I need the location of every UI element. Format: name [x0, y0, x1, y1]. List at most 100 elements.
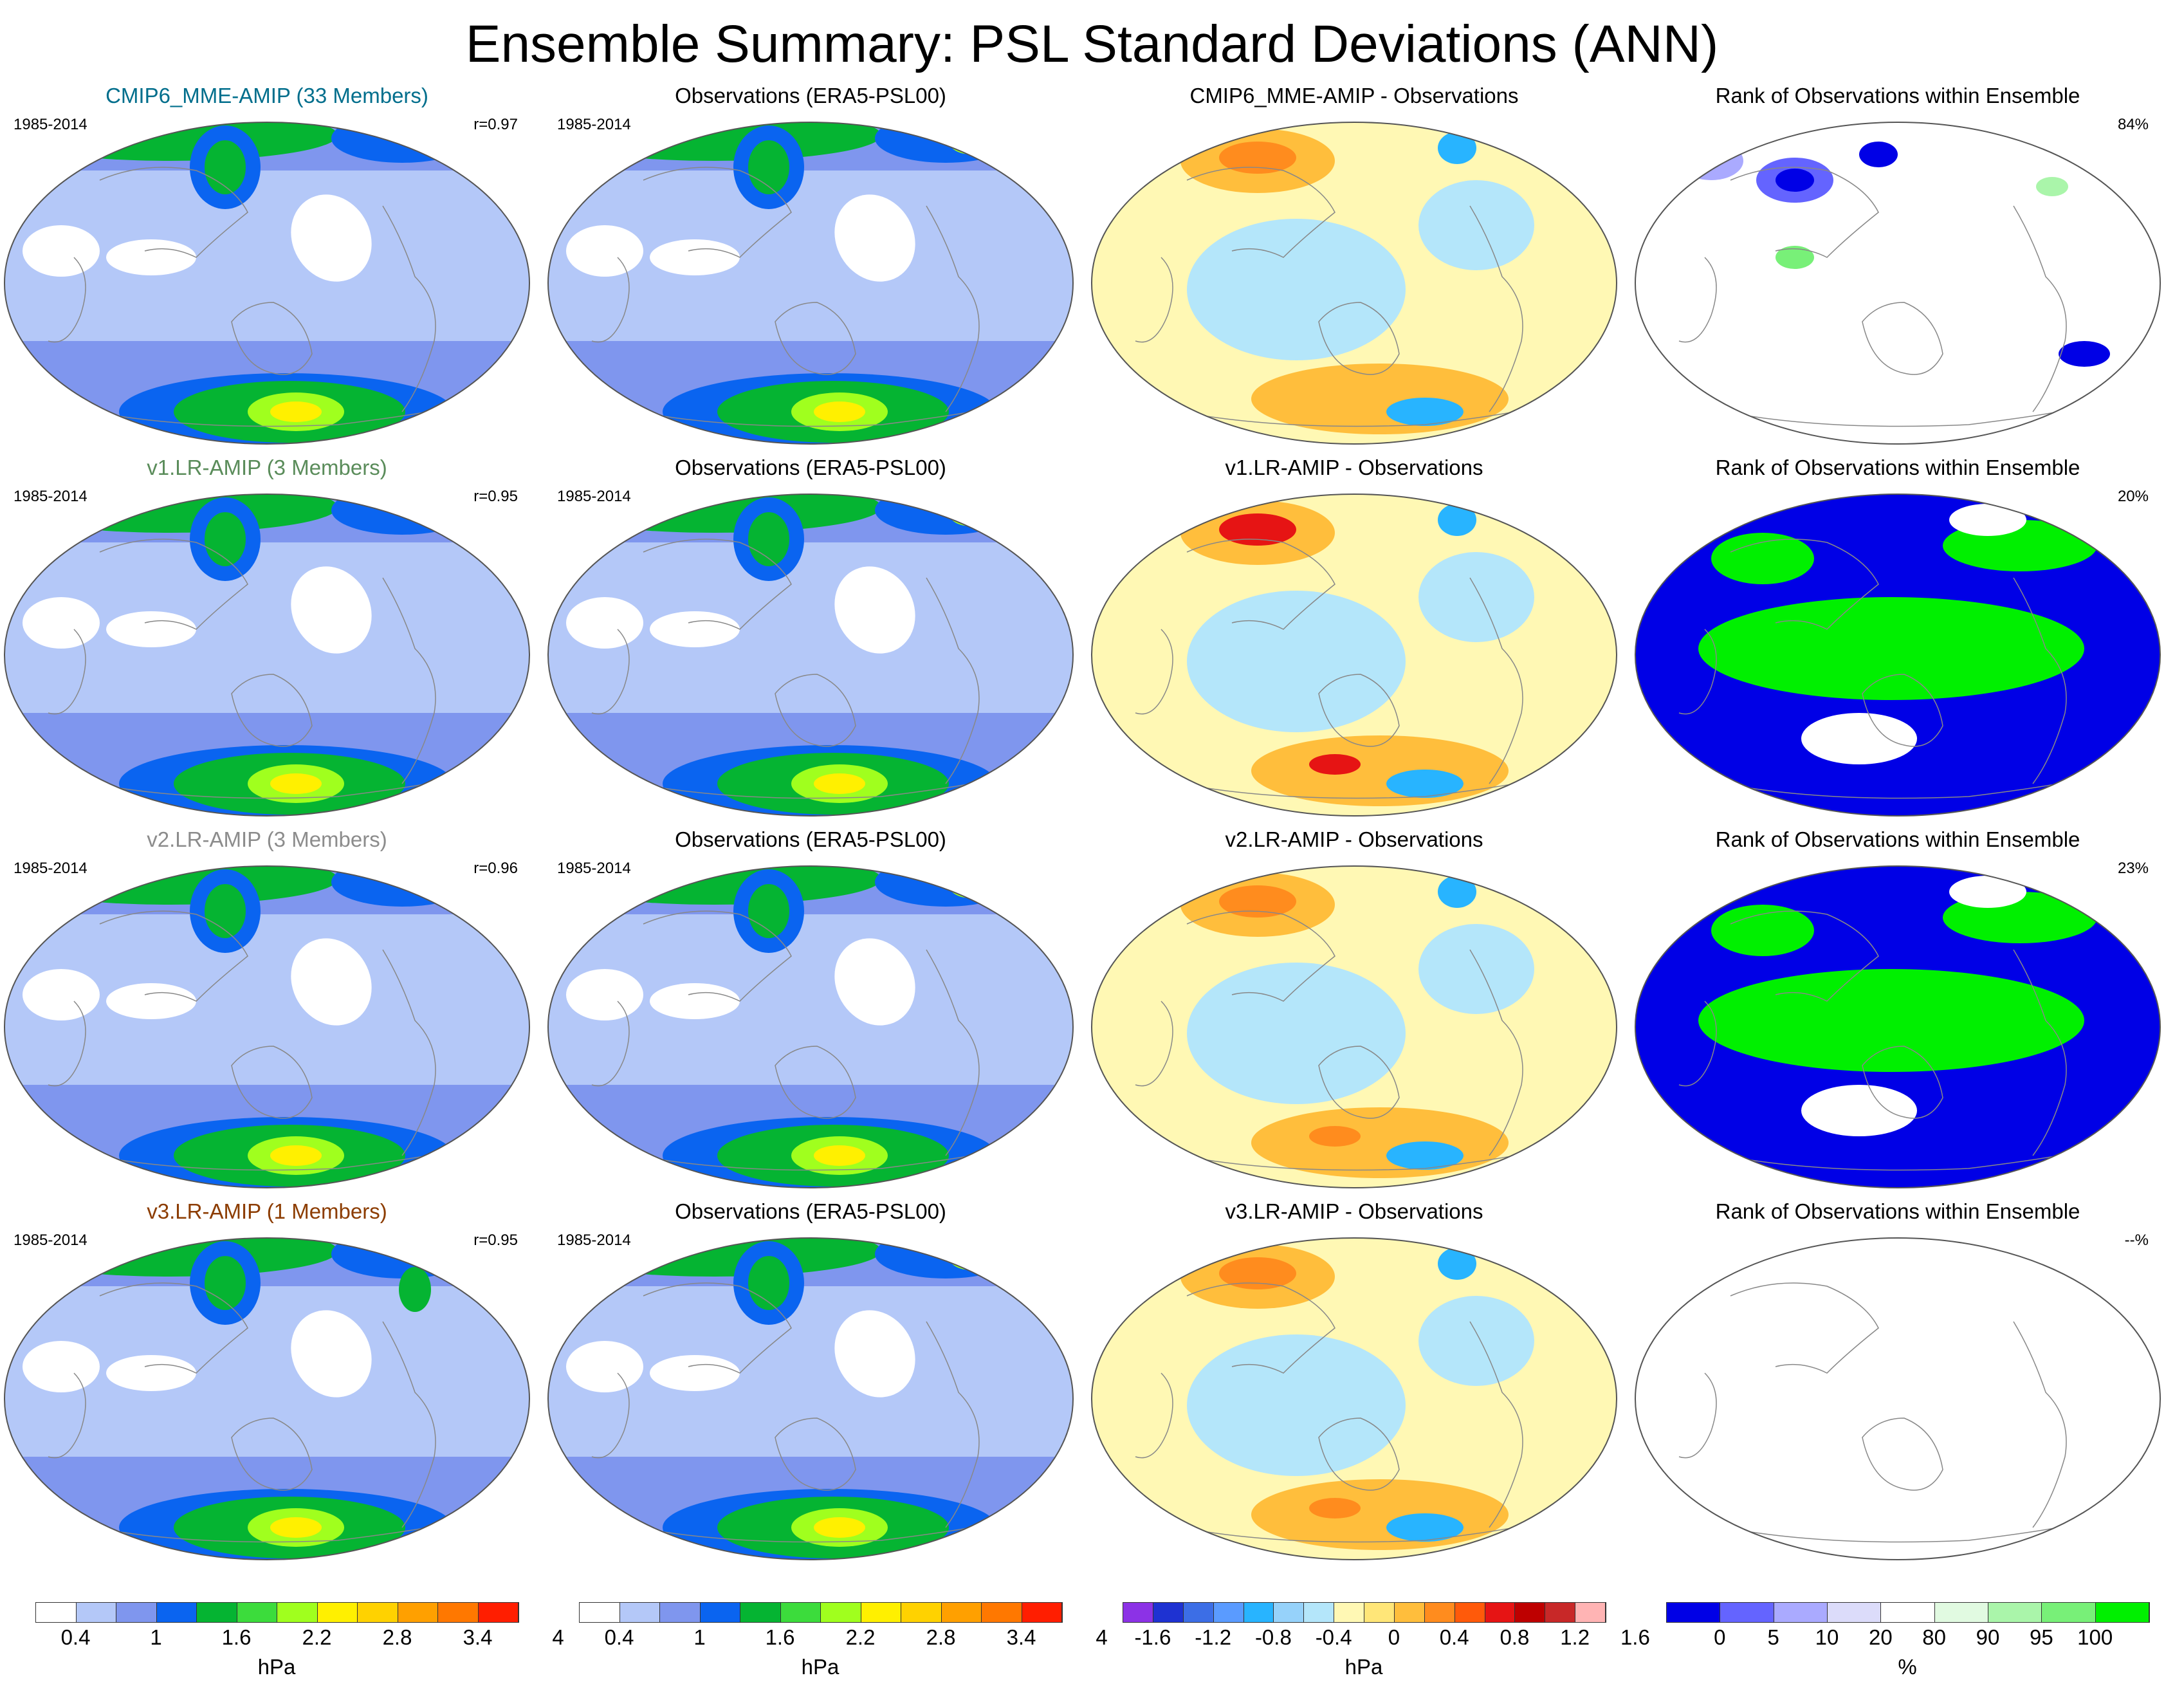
period-label: 1985-2014 — [557, 488, 631, 505]
diff-southern-peak — [1309, 1126, 1361, 1147]
diff-tropical-negative — [1187, 963, 1406, 1104]
tropical-minimum-west — [650, 611, 740, 647]
southern-ocean-peak — [270, 1145, 322, 1166]
map-outline — [1635, 1237, 2161, 1560]
rank-percent-label: 84% — [2117, 116, 2149, 133]
diff-southern-positive — [1251, 1479, 1509, 1550]
diff-north-peak — [1219, 1257, 1296, 1289]
panel-title: CMIP6_MME-AMIP (33 Members) — [106, 84, 428, 107]
colorbar-swatch — [237, 1603, 277, 1622]
colorbar-tick-label: 4 — [552, 1625, 564, 1649]
colorbar-swatch — [1774, 1603, 1828, 1622]
colorbar-tick-label: 2.2 — [845, 1625, 876, 1649]
rank-white-north — [1949, 876, 2026, 908]
rank-blue-patch-b — [1859, 142, 1898, 167]
africa-coastline — [48, 629, 86, 715]
colorbar-swatch — [941, 1603, 982, 1622]
north-pacific-band — [331, 1238, 473, 1278]
map-field — [5, 1238, 529, 1560]
colorbar-swatch — [1545, 1603, 1576, 1622]
map-field — [1635, 122, 2160, 444]
africa-coastline — [1135, 629, 1173, 715]
southern-ocean-peak — [270, 401, 322, 422]
africa-coastline — [1678, 629, 1717, 715]
colorbar-swatch — [740, 1603, 781, 1622]
americas-coastline — [382, 205, 436, 412]
map-projection — [547, 865, 1074, 1188]
panel-title: Observations (ERA5-PSL00) — [675, 84, 946, 107]
australia-coastline — [775, 1417, 856, 1491]
colorbar-tick-label: -0.4 — [1315, 1625, 1352, 1649]
tropical-minimum-west — [106, 611, 196, 647]
panel-r1-obs: Observations (ERA5-PSL00) 1985-2014 — [547, 84, 1074, 445]
africa-coastline — [591, 1001, 630, 1087]
colorbar-swatches — [1666, 1602, 2150, 1623]
diff-arctic-negative — [1438, 876, 1476, 908]
north-pacific-band — [875, 122, 1016, 163]
map-outline — [4, 865, 530, 1188]
colorbar-tick-label: 1.6 — [765, 1625, 795, 1649]
rank-percent-label: 23% — [2117, 860, 2149, 877]
tropical-minimum-americas — [834, 938, 915, 1026]
diff-southern-positive — [1251, 735, 1509, 806]
obs-pacific-peak — [949, 1244, 994, 1270]
colorbar-swatch — [1364, 1603, 1395, 1622]
asia-coastline — [99, 1282, 248, 1374]
colorbar-unit: hPa — [257, 1655, 296, 1679]
panel-r1-model: CMIP6_MME-AMIP (33 Members) 1985-2014 r=0.… — [3, 84, 531, 445]
colorbar-tick-label: 0.4 — [1439, 1625, 1469, 1649]
africa-coastline — [1678, 1372, 1717, 1459]
australia-coastline — [1862, 674, 1943, 747]
southern-ocean-peak — [814, 1517, 865, 1538]
colorbar-swatch — [1183, 1603, 1214, 1622]
colorbar-tick-label: -1.2 — [1195, 1625, 1232, 1649]
australia-coastline — [775, 674, 856, 747]
americas-coastline — [382, 577, 436, 784]
colorbar-swatch — [1667, 1603, 1721, 1622]
panel-title: CMIP6_MME-AMIP - Observations — [1189, 84, 1519, 107]
colorbar-tick-label: 5 — [1767, 1625, 1779, 1649]
colorbar-swatch — [1934, 1603, 1988, 1622]
colorbar-swatch — [1243, 1603, 1274, 1622]
tropical-minimum-west — [106, 1355, 196, 1391]
map-outline — [547, 122, 1074, 445]
map-field — [1635, 1238, 2160, 1560]
americas-coastline — [1469, 1321, 1523, 1528]
americas-coastline — [1469, 577, 1523, 784]
colorbar-swatch — [1274, 1603, 1305, 1622]
asia-coastline — [643, 1282, 792, 1374]
map-projection — [1091, 1237, 1617, 1560]
asia-coastline — [1730, 1282, 1879, 1374]
americas-coastline — [2013, 949, 2067, 1156]
period-label: 1985-2014 — [557, 860, 631, 877]
africa-coastline — [48, 1001, 86, 1087]
tropical-minimum-americas — [834, 194, 915, 282]
australia-coastline — [1318, 1417, 1400, 1491]
africa-coastline — [1135, 257, 1173, 343]
africa-coastline — [48, 1372, 86, 1459]
africa-coastline — [48, 257, 86, 343]
obs-pacific-peak — [949, 501, 994, 526]
colorbar-swatch — [317, 1603, 358, 1622]
diff-tropical-negative — [1187, 591, 1406, 732]
americas-coastline — [382, 1321, 436, 1528]
africa-coastline — [1678, 1001, 1717, 1087]
colorbar-tick-label: -0.8 — [1254, 1625, 1292, 1649]
map-field — [548, 122, 1073, 444]
panel-r1-rank: Rank of Observations within Ensemble 84% — [1634, 84, 2161, 445]
colorbar-swatch — [478, 1603, 518, 1622]
panel-title: Observations (ERA5-PSL00) — [675, 1199, 946, 1223]
map-field — [548, 1238, 1073, 1560]
americas-coastline — [926, 205, 980, 412]
tropical-minimum-africa — [23, 597, 100, 649]
rank-green-tropics — [1698, 969, 2084, 1072]
colorbar-tick-label: 1.6 — [1620, 1625, 1650, 1649]
africa-coastline — [591, 629, 630, 715]
tropical-minimum-americas — [291, 566, 372, 654]
map-field — [548, 866, 1073, 1188]
asia-coastline — [99, 539, 248, 630]
figure-title: Ensemble Summary: PSL Standard Deviation… — [465, 15, 1719, 73]
americas-coastline — [1469, 205, 1523, 412]
colorbar-tick-label: 0 — [1714, 1625, 1726, 1649]
colorbar-swatch — [116, 1603, 157, 1622]
